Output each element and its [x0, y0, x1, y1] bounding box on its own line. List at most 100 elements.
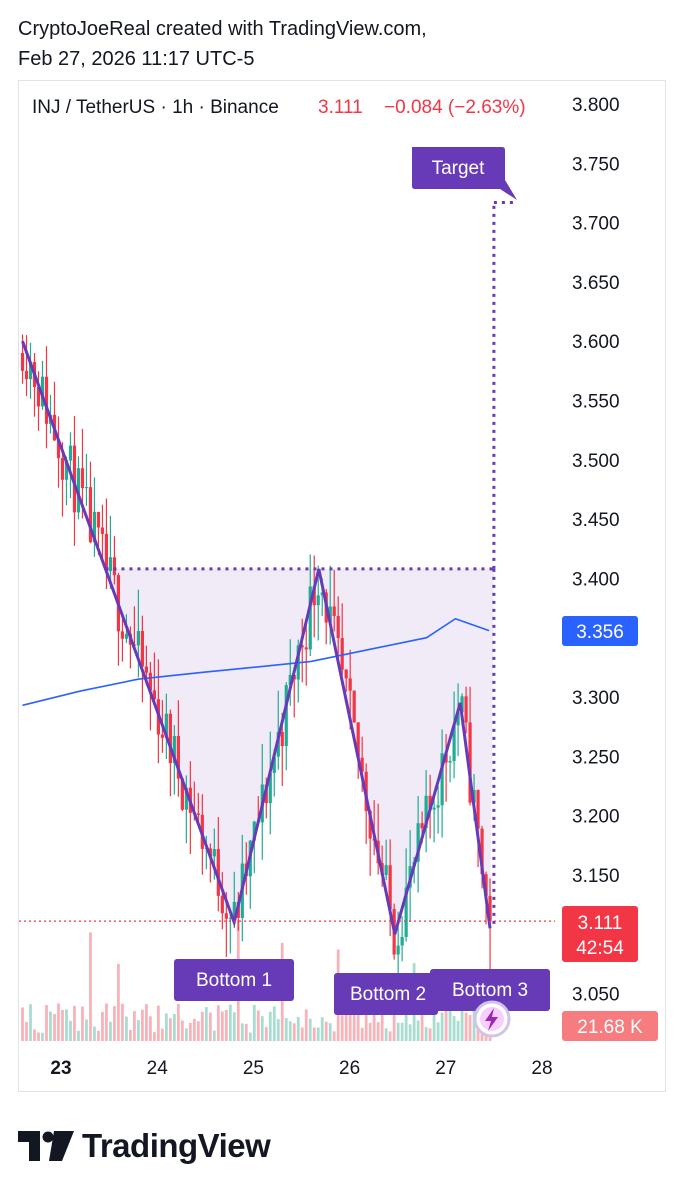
price-axis[interactable]: 3.800 3.750 3.700 3.650 3.600 3.550 3.500 3.450… [572, 95, 620, 1006]
volume-bar [176, 1004, 180, 1041]
time-tick-label: 24 [147, 1058, 169, 1079]
flash-icon[interactable] [473, 1000, 511, 1038]
volume-bar [144, 1004, 148, 1041]
candle-body [272, 756, 276, 774]
volume-bar [204, 1007, 208, 1041]
volume-bar [408, 1024, 412, 1041]
volume-bar [53, 1013, 56, 1041]
volume-bar [296, 1016, 300, 1041]
volume-bar [456, 1020, 460, 1041]
countdown-text: 42:54 [576, 938, 624, 959]
last-price-legend: 3.111 [318, 97, 363, 118]
volume-bar [392, 1015, 396, 1041]
volume-bar [276, 1019, 280, 1041]
volume-badge: 21.68 K [562, 1011, 658, 1041]
volume-bar [264, 1027, 268, 1041]
candle-body [220, 895, 224, 914]
volume-bar [424, 1027, 428, 1041]
candle-body [40, 376, 45, 407]
candle-body [316, 595, 320, 606]
candle-body [28, 362, 33, 380]
price-tick-label: 3.750 [572, 154, 620, 175]
candle-body [160, 734, 164, 738]
volume-bar [304, 1009, 308, 1041]
time-tick-label: 25 [243, 1058, 264, 1079]
candle-body [228, 918, 232, 920]
candle-body [280, 732, 284, 747]
chart-frame [18, 80, 666, 1092]
bottom1-label-text: Bottom 1 [196, 970, 272, 991]
candle-body [460, 696, 464, 713]
candle-body [416, 823, 420, 862]
candle-body [356, 722, 360, 758]
volume-bar [156, 1005, 160, 1041]
volume-bar [368, 1022, 372, 1041]
volume-bar [372, 1008, 376, 1041]
time-axis[interactable]: 23 24 25 26 27 28 [50, 1058, 552, 1079]
volume-bar [49, 1011, 52, 1041]
price-tick-label: 3.050 [572, 985, 620, 1006]
volume-bar [125, 1016, 128, 1041]
bottom2-label[interactable]: Bottom 2 [334, 973, 438, 1015]
volume-bar [77, 1030, 80, 1041]
attribution-date: Feb 27, 2026 11:17 UTC-5 [18, 48, 255, 70]
price-tick-label: 3.600 [572, 332, 620, 353]
candle-body [488, 895, 492, 922]
volume-bar [448, 1006, 452, 1041]
time-tick-label: 23 [50, 1058, 71, 1079]
candle-body [428, 795, 432, 810]
volume-bar [320, 1017, 324, 1041]
volume-bar [65, 1009, 68, 1041]
volume-bar [284, 1018, 288, 1041]
candle-body [176, 736, 180, 779]
volume-bar [352, 1010, 356, 1041]
time-tick-label: 27 [435, 1058, 456, 1079]
volume-bar [396, 1022, 400, 1041]
candle-body [76, 468, 81, 513]
volume-bar [288, 1021, 292, 1041]
volume-bar [29, 1004, 32, 1041]
symbol-legend[interactable]: INJ / TetherUS · 1h · Binance [32, 97, 279, 118]
candle-body [404, 887, 408, 937]
candle-body [196, 813, 200, 815]
candle-body [320, 592, 324, 596]
candle-body [144, 666, 148, 673]
volume-bar [117, 963, 120, 1041]
volume-bar [464, 1012, 468, 1041]
volume-bar [416, 1020, 420, 1041]
tradingview-logo[interactable]: TradingView [18, 1124, 271, 1168]
bottom1-label[interactable]: Bottom 1 [174, 959, 294, 1001]
volume-badge-text: 21.68 K [577, 1017, 643, 1038]
volume-bar [384, 1028, 388, 1041]
volume-bar [400, 1022, 404, 1041]
candle-body [172, 736, 176, 764]
volume-bar [432, 1008, 436, 1041]
candle-body [332, 606, 336, 616]
volume-bar [240, 1023, 244, 1041]
volume-bar [97, 1030, 100, 1041]
price-tick-label: 3.550 [572, 392, 620, 413]
volume-bar [452, 1016, 456, 1041]
target-label[interactable]: Target [412, 147, 517, 200]
ma-value-badge: 3.356 [562, 616, 638, 646]
volume-bar [37, 1032, 40, 1041]
volume-bar [152, 1032, 156, 1041]
candle-body [336, 615, 340, 639]
candle-body [92, 511, 97, 543]
volume-bar [164, 1013, 168, 1041]
tradingview-mark-icon [18, 1131, 74, 1161]
price-change-legend: −0.084 (−2.63%) [384, 97, 526, 118]
volume-bar [388, 1031, 392, 1041]
volume-bar [184, 1028, 188, 1041]
candle-body [468, 722, 472, 803]
pattern-area [105, 568, 494, 935]
candle-body [124, 633, 129, 639]
candle-body [424, 795, 428, 829]
candle-body [84, 487, 89, 489]
volume-bar [308, 1018, 312, 1041]
volume-bar [113, 1006, 116, 1041]
candle-body [344, 669, 348, 679]
bottom3-label[interactable]: Bottom 3 [430, 969, 550, 1011]
candle-body [304, 647, 308, 650]
